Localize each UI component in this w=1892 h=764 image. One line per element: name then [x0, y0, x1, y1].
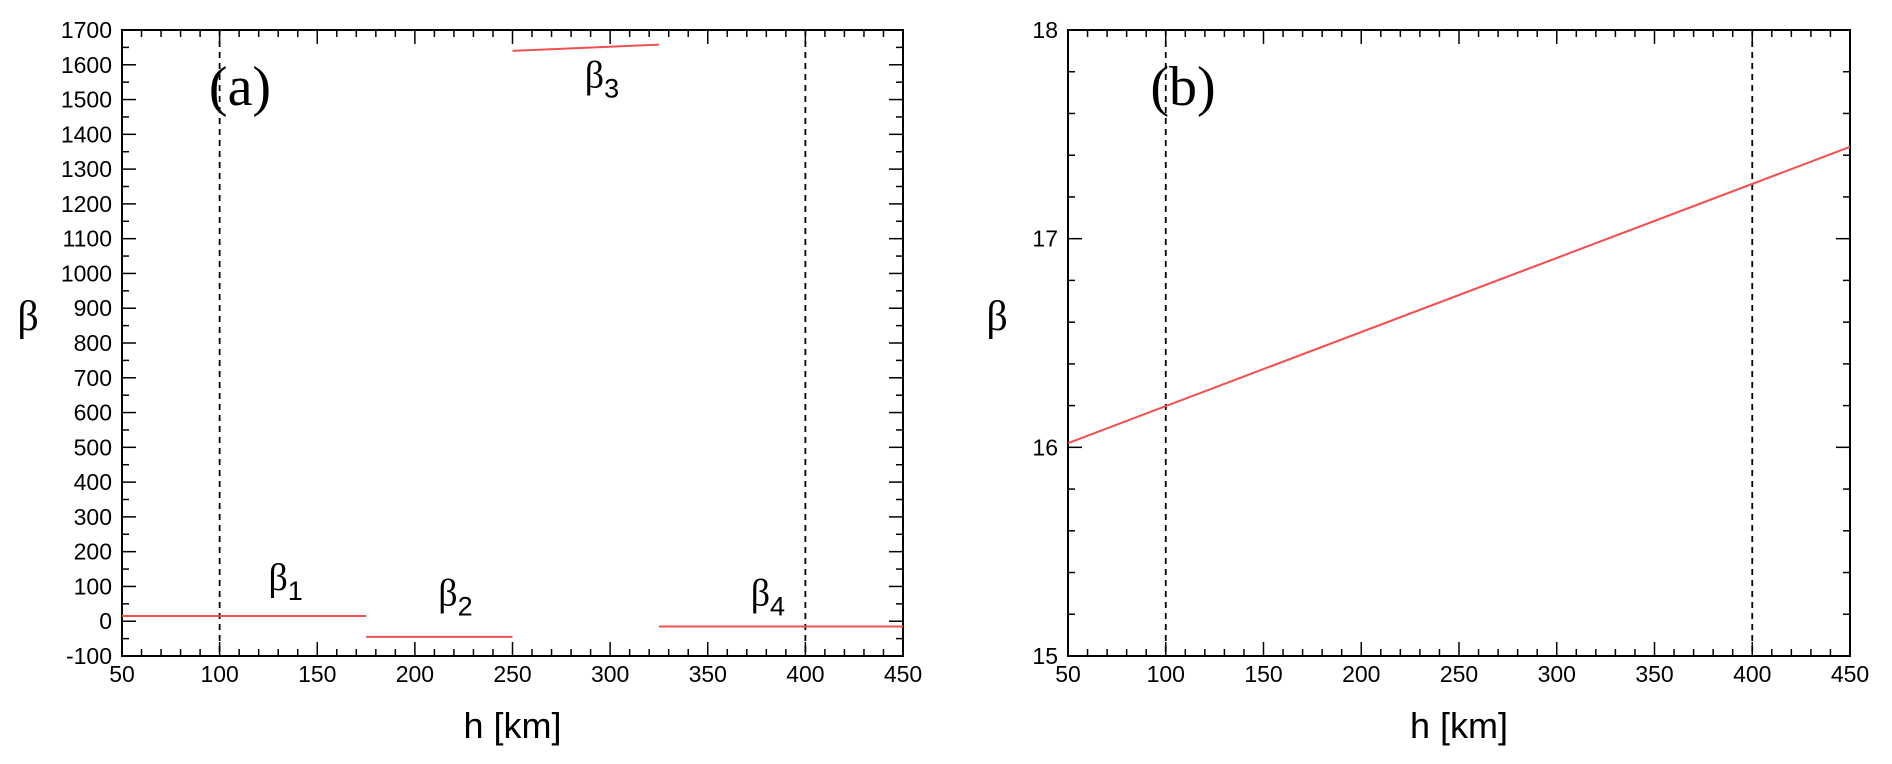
plot-frame	[1067, 29, 1851, 657]
y-tick-label: 1500	[61, 87, 112, 113]
y-tick-label: 1400	[61, 121, 112, 147]
x-tick-label: 450	[1831, 661, 1869, 687]
x-tick-label: 300	[591, 661, 629, 687]
y-tick-label: 500	[74, 434, 112, 460]
y-tick-label: 700	[74, 365, 112, 391]
y-axis-title: β	[986, 294, 1007, 340]
y-tick-label: 1200	[61, 191, 112, 217]
series-label-β1: β1	[268, 557, 302, 606]
x-tick-label: 50	[109, 661, 135, 687]
chart-panel-b: 50 100 150 200 250 300 350 400 450 15 16 17 18 (b) h […	[986, 17, 1869, 746]
plot-frame	[121, 29, 904, 657]
x-tick-label: 50	[1055, 661, 1081, 687]
x-tick-label: 150	[1244, 661, 1282, 687]
x-tick-label: 400	[786, 661, 824, 687]
y-tick-label: 15	[1032, 643, 1058, 669]
y-tick-label: 1300	[61, 156, 112, 182]
series-label-β3: β3	[585, 54, 619, 103]
y-tick-label: 17	[1032, 226, 1058, 252]
x-tick-label: 100	[200, 661, 238, 687]
x-axis-title: h [km]	[463, 705, 561, 746]
x-tick-label: 100	[1147, 661, 1185, 687]
chart-panel-a: 50 100 150 200 250 300 350 400 450 -100 0 100 200 300…	[17, 17, 922, 746]
x-tick-label: 350	[1635, 661, 1673, 687]
y-tick-label: 900	[74, 295, 112, 321]
x-tick-label: 150	[298, 661, 336, 687]
x-tick-label: 250	[493, 661, 531, 687]
series-line-series-1	[1067, 145, 1851, 445]
y-tick-label: 1100	[63, 226, 112, 252]
series-label-subscript: 2	[458, 592, 473, 622]
y-tick-label: 600	[74, 400, 112, 426]
x-tick-label: 200	[1342, 661, 1380, 687]
y-tick-label: 0	[99, 608, 112, 634]
y-tick-label: 800	[74, 330, 112, 356]
y-tick-label: 16	[1032, 434, 1058, 460]
panel-label: (b)	[1150, 56, 1215, 118]
series-label-subscript: 4	[770, 592, 785, 622]
series-label-β4: β4	[751, 573, 785, 622]
panel-label: (a)	[209, 56, 271, 118]
y-tick-label: 1000	[61, 260, 112, 286]
x-tick-label: 350	[689, 661, 727, 687]
y-axis-title: β	[17, 294, 38, 340]
series-line-β3	[512, 43, 659, 52]
x-tick-label: 450	[884, 661, 922, 687]
x-tick-label: 250	[1440, 661, 1478, 687]
y-tick-label: 300	[74, 504, 112, 530]
x-tick-label: 300	[1538, 661, 1576, 687]
x-tick-label: 400	[1733, 661, 1771, 687]
x-axis-title: h [km]	[1410, 705, 1508, 746]
y-tick-label: 200	[74, 539, 112, 565]
y-tick-label: 100	[74, 573, 112, 599]
y-tick-label: 18	[1032, 17, 1058, 43]
y-tick-label: -100	[66, 643, 112, 669]
y-tick-label: 1700	[61, 17, 112, 43]
series-label-subscript: 1	[288, 576, 303, 606]
y-tick-label: 400	[74, 469, 112, 495]
x-tick-label: 200	[396, 661, 434, 687]
series-label-subscript: 3	[604, 73, 619, 103]
series-label-β2: β2	[438, 573, 472, 622]
y-tick-label: 1600	[61, 52, 112, 78]
